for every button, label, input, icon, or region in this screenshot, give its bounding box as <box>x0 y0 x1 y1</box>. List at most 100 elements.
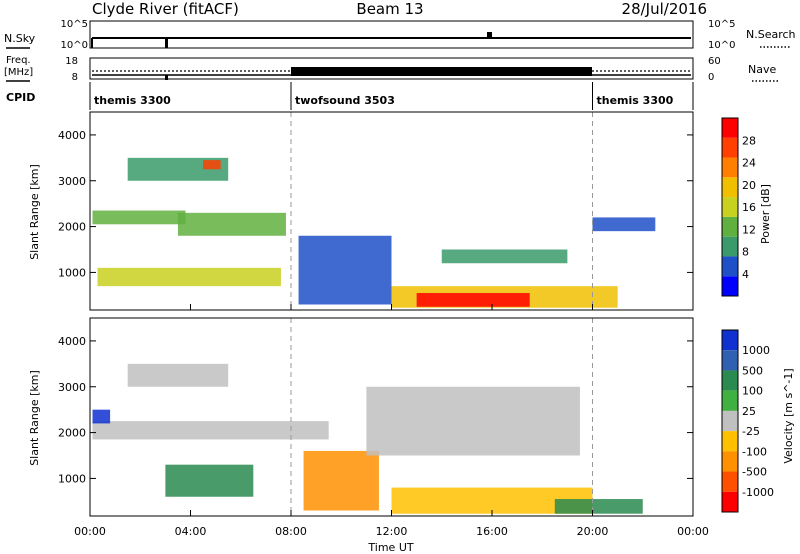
data-region <box>97 267 281 287</box>
x-tick-label: 08:00 <box>275 525 307 538</box>
colorbar-tick-label: 1000 <box>742 344 770 357</box>
x-tick-labels: 00:00 04:00 08:00 12:00 16:00 20:00 00:00 <box>74 525 709 538</box>
colorbar-tick-label: 16 <box>742 201 756 214</box>
colorbar-tick-label: 25 <box>742 405 756 418</box>
colorbar-swatch <box>722 431 738 452</box>
x-tick-label: 12:00 <box>376 525 408 538</box>
nsky-label: N.Sky <box>4 32 36 45</box>
y-tick-label: 4000 <box>58 335 86 348</box>
colorbar-swatch <box>722 451 738 472</box>
power-ylabel: Slant Range [km] <box>28 164 41 260</box>
data-region <box>165 464 254 497</box>
date-title: 28/Jul/2016 <box>622 0 707 18</box>
nsky-dropout-1 <box>91 38 93 48</box>
colorbar-swatch <box>722 410 738 432</box>
colorbar-tick-label: 20 <box>742 179 756 192</box>
y-tick-label: 3000 <box>58 381 86 394</box>
freq-tick-top: 18 <box>65 56 78 67</box>
velocity-colorbar: 1000 500 100 25 -25 -100 -500 -1000 <box>721 329 774 513</box>
velocity-ylabel: Slant Range [km] <box>28 370 41 466</box>
colorbar-swatch <box>722 177 738 198</box>
colorbar-swatch <box>722 256 738 277</box>
data-region <box>554 499 643 514</box>
nsky-tick-bottom: 10^0 <box>61 40 88 51</box>
colorbar-swatch <box>722 390 738 411</box>
nsky-spike <box>487 32 492 38</box>
colorbar-tick-label: 24 <box>742 157 756 170</box>
nave-label: Nave <box>748 63 776 76</box>
y-tick-label: 1000 <box>58 266 86 279</box>
x-tick-label: 20:00 <box>577 525 609 538</box>
freq-label: Freq. <box>6 55 31 66</box>
y-tick-label: 4000 <box>58 129 86 142</box>
colorbar-frame <box>721 117 739 297</box>
colorbar-tick-label: 4 <box>742 268 749 281</box>
velocity-colorbar-label: Velocity [m s^-1] <box>782 368 795 463</box>
colorbar-tick-label: -1000 <box>742 486 774 499</box>
colorbar-swatch <box>722 330 738 351</box>
power-colorbar-label: Power [dB] <box>759 184 772 244</box>
cpid-segments: themis 3300 twofsound 3503 themis 3300 <box>94 82 674 110</box>
colorbar-tick-label: 8 <box>742 246 749 259</box>
power-panel: 1000 2000 3000 4000 <box>58 111 694 311</box>
data-region <box>298 235 392 305</box>
x-tick-label: 00:00 <box>74 525 106 538</box>
colorbar-swatch <box>722 197 738 217</box>
data-region <box>177 212 286 236</box>
nsky-tick-top: 10^5 <box>61 19 88 30</box>
power-colorbar: 4 8 12 16 20 24 28 <box>721 117 756 297</box>
nsearch-label: N.Search <box>746 28 796 41</box>
colorbar-tick-label: 12 <box>742 223 756 236</box>
cpid-segment-label: twofsound 3503 <box>295 94 395 107</box>
colorbar-frame <box>721 329 739 513</box>
x-axis-label: Time UT <box>367 541 413 554</box>
station-title: Clyde River (fitACF) <box>92 0 239 18</box>
colorbar-swatch <box>722 137 738 158</box>
y-tick-label: 2000 <box>58 427 86 440</box>
nave-tick-bottom: 0 <box>708 72 714 83</box>
colorbar-swatch <box>722 370 738 391</box>
colorbar-tick-label: 28 <box>742 134 756 147</box>
cpid-segment-label: themis 3300 <box>94 94 171 107</box>
data-region <box>92 421 329 440</box>
nsky-panel-frame <box>89 20 694 49</box>
freq-dropout <box>165 75 168 80</box>
data-region <box>416 293 530 307</box>
colorbar-swatch <box>722 157 738 178</box>
colorbar-swatch <box>722 216 738 237</box>
velocity-panel: 1000 2000 3000 4000 <box>58 317 694 517</box>
colorbar-swatch <box>722 236 738 257</box>
colorbar-tick-label: -100 <box>742 445 767 458</box>
nave-dense-block <box>291 67 592 76</box>
colorbar-tick-label: 500 <box>742 364 763 377</box>
nsearch-tick-top: 10^5 <box>708 19 735 30</box>
colorbar-swatch <box>722 276 738 296</box>
x-tick-label: 16:00 <box>476 525 508 538</box>
freq-tick-bottom: 8 <box>72 72 78 83</box>
data-region <box>303 450 379 511</box>
colorbar-swatch <box>722 491 738 512</box>
y-tick-label: 2000 <box>58 221 86 234</box>
y-tick-label: 1000 <box>58 472 86 485</box>
nsearch-tick-bottom: 10^0 <box>708 40 735 51</box>
data-region <box>203 160 221 170</box>
freq-unit: [MHz] <box>4 67 33 78</box>
colorbar-swatch <box>722 471 738 492</box>
data-region <box>592 217 656 232</box>
data-region <box>92 210 186 225</box>
colorbar-tick-label: -500 <box>742 466 767 479</box>
colorbar-swatch <box>722 350 738 371</box>
cpid-segment-label: themis 3300 <box>597 94 674 107</box>
freq-panel-frame <box>89 57 694 80</box>
x-tick-label: 00:00 <box>677 525 709 538</box>
data-region <box>441 249 568 264</box>
nave-tick-top: 60 <box>708 56 721 67</box>
colorbar-tick-label: 100 <box>742 385 763 398</box>
y-tick-label: 3000 <box>58 175 86 188</box>
data-region <box>366 386 580 456</box>
beam-title: Beam 13 <box>356 0 423 18</box>
x-tick-label: 04:00 <box>175 525 207 538</box>
data-region <box>92 409 111 424</box>
